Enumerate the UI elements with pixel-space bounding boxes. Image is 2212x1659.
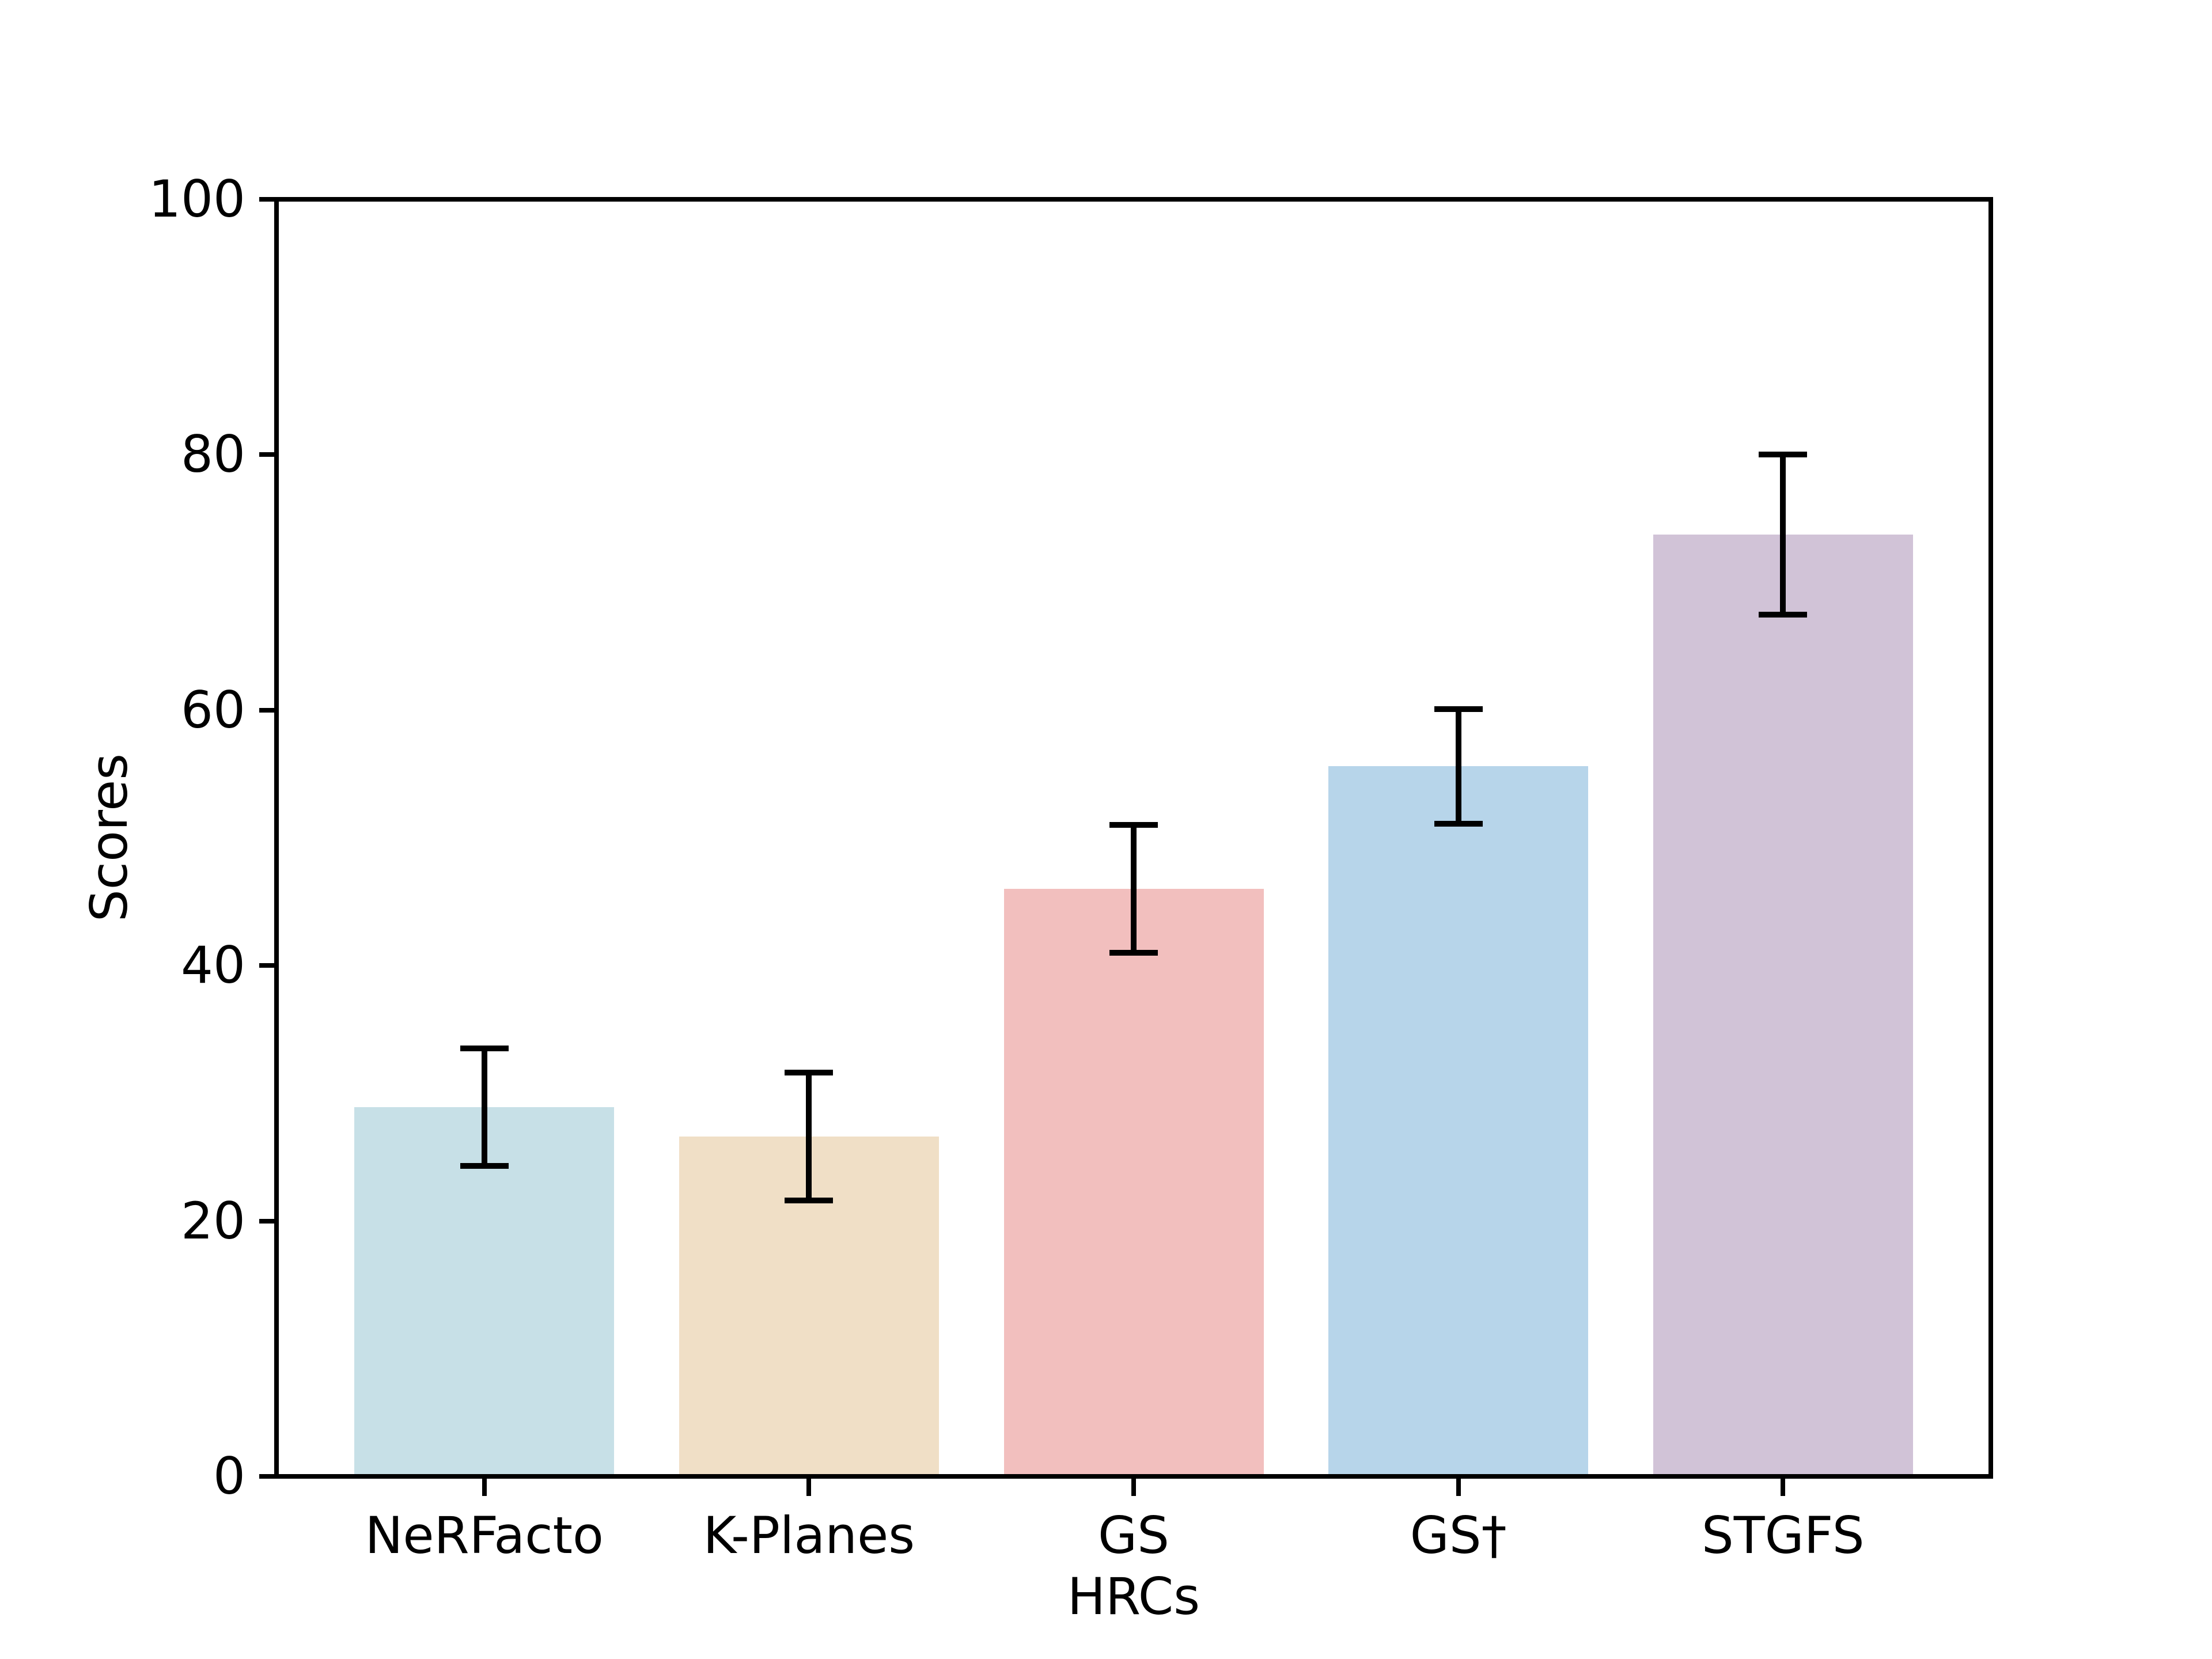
y-axis-title: Scores [79, 753, 139, 922]
y-tick [259, 707, 279, 713]
error-bar-cap-top [1109, 822, 1158, 828]
x-tick-label: NeRFacto [365, 1506, 604, 1565]
y-tick-label: 80 [181, 425, 245, 484]
y-tick-label: 40 [181, 935, 245, 995]
y-tick [259, 963, 279, 968]
y-tick [259, 1218, 279, 1224]
error-bar-line [806, 1073, 812, 1201]
error-bar-cap-bottom [460, 1163, 509, 1169]
error-bar-cap-top [785, 1070, 834, 1076]
error-bar-cap-bottom [1759, 611, 1808, 618]
y-tick-label: 60 [181, 680, 245, 740]
error-bar-cap-top [1759, 452, 1808, 458]
error-bar-cap-top [1434, 706, 1483, 712]
x-tick [1131, 1476, 1136, 1496]
x-tick-label: GS [1097, 1506, 1170, 1565]
y-tick [259, 452, 279, 457]
x-tick [1456, 1476, 1461, 1496]
bar-gs- [1328, 766, 1589, 1476]
x-axis-title: HRCs [1067, 1567, 1200, 1626]
x-tick [482, 1476, 487, 1496]
x-tick [806, 1476, 812, 1496]
x-tick-label: STGFS [1701, 1506, 1865, 1565]
y-tick-label: 20 [181, 1191, 245, 1251]
error-bar-cap-top [460, 1046, 509, 1052]
y-tick-label: 0 [213, 1446, 245, 1506]
x-tick [1781, 1476, 1786, 1496]
bar-gs [1003, 889, 1264, 1476]
error-bar-cap-bottom [785, 1198, 834, 1204]
error-bar-cap-bottom [1109, 950, 1158, 956]
error-bar-line [1455, 709, 1461, 824]
bar-stgfs [1653, 534, 1913, 1476]
error-bar-line [481, 1048, 487, 1166]
error-bar-line [1780, 454, 1786, 615]
y-tick-label: 100 [149, 169, 245, 229]
x-tick-label: K-Planes [703, 1506, 915, 1565]
error-bar-cap-bottom [1434, 821, 1483, 827]
y-tick [259, 197, 279, 202]
error-bar-line [1131, 825, 1137, 953]
x-tick-label: GS† [1410, 1506, 1507, 1565]
plot-area [274, 197, 1993, 1479]
y-tick [259, 1474, 279, 1479]
